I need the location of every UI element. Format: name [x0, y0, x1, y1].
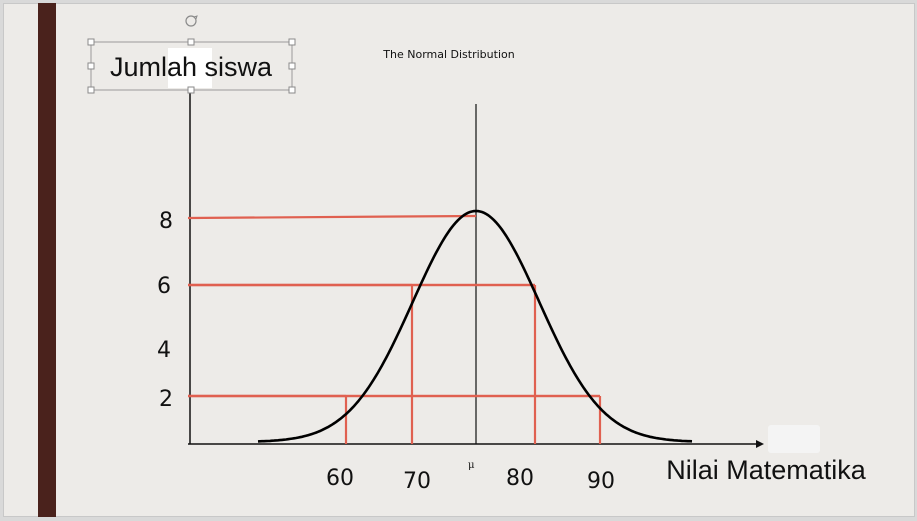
rotate-handle-icon[interactable]: [185, 15, 198, 27]
normal-curve: [257, 209, 693, 443]
resize-handle-bottom-left[interactable]: [87, 86, 95, 94]
resize-handle-right[interactable]: [288, 62, 296, 70]
resize-handle-top[interactable]: [187, 38, 195, 46]
chart-title: The Normal Distribution: [382, 48, 514, 61]
resize-handle-top-left[interactable]: [87, 38, 95, 46]
y-tick-label: 4: [157, 338, 171, 363]
y-tick-label: 2: [159, 387, 173, 412]
x-tick-label: 80: [506, 466, 534, 491]
mu-label: μ: [468, 460, 475, 471]
y-tick-label: 8: [159, 209, 173, 234]
slide-canvas: [3, 3, 915, 517]
slide-accent-bar: [38, 3, 56, 517]
guide-lines: [187, 214, 602, 444]
resize-handle-top-right[interactable]: [288, 38, 296, 46]
x-tick-label: 60: [326, 466, 354, 491]
x-axis-label: Nilai Matematika: [666, 455, 867, 485]
resize-handle-bottom[interactable]: [187, 86, 195, 94]
x-tick-label: 90: [587, 469, 615, 494]
guide-horizontal-line: [187, 214, 477, 220]
x-tick-label: 70: [403, 469, 431, 494]
textbox-fill: [168, 48, 212, 88]
resize-handle-bottom-right[interactable]: [288, 86, 296, 94]
y-axis-label: Jumlah siswa: [110, 52, 273, 82]
ylabel-textbox[interactable]: Jumlah siswa: [87, 15, 296, 94]
blank-shape: [768, 425, 820, 453]
x-axis-arrow-icon: [756, 440, 764, 448]
resize-handle-left[interactable]: [87, 62, 95, 70]
y-tick-label: 6: [157, 274, 171, 299]
